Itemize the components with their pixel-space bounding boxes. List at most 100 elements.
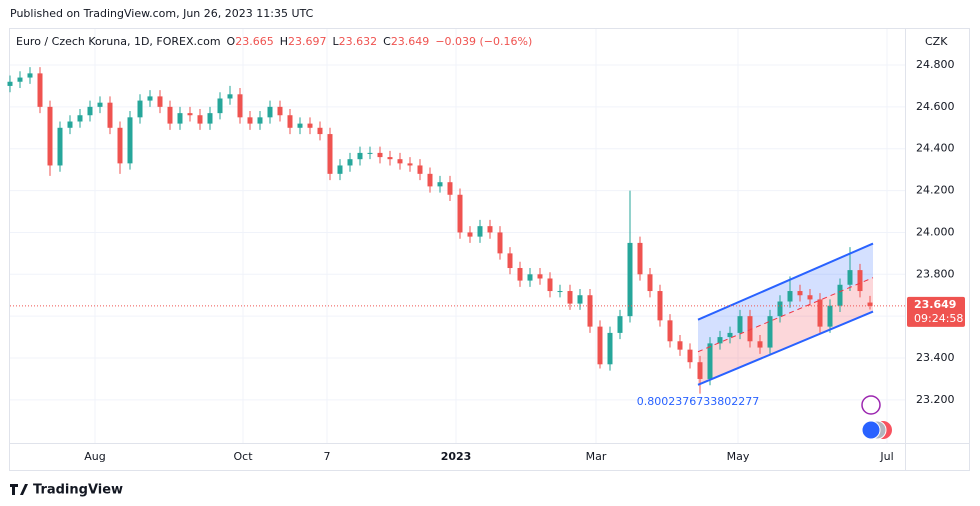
- candle-body: [137, 100, 143, 118]
- candle-body: [37, 73, 43, 107]
- candle-body: [127, 117, 133, 164]
- candle-body: [507, 253, 513, 269]
- ohlc-key: C: [383, 35, 391, 48]
- channel-upper: [697, 242, 874, 321]
- icon: [861, 395, 881, 415]
- candle-body: [387, 157, 393, 160]
- x-tick-label: Jul: [879, 450, 893, 463]
- candle-body: [737, 316, 743, 333]
- candle-body: [467, 232, 473, 237]
- candle-body: [487, 226, 493, 233]
- candle-body: [617, 316, 623, 333]
- ohlc-value: 23.632: [339, 35, 378, 48]
- ohlc-value: 23.665: [235, 35, 274, 48]
- candle-body: [27, 73, 33, 78]
- candle-body: [187, 113, 193, 116]
- candle-body: [457, 194, 463, 233]
- y-tick-label: 24.600: [916, 100, 955, 113]
- candle-body: [377, 152, 383, 158]
- ohlc-value: 23.649: [391, 35, 430, 48]
- candle-body: [527, 274, 533, 281]
- candle-body: [727, 332, 733, 338]
- candle-body: [407, 163, 413, 166]
- change-value: −0.039 (−0.16%): [435, 35, 532, 48]
- candle-body: [567, 291, 573, 304]
- candle-body: [317, 127, 323, 135]
- logo-mark: [10, 484, 28, 495]
- candle-body: [577, 295, 583, 304]
- y-tick-label: 23.200: [916, 393, 955, 406]
- candle-body: [327, 134, 333, 174]
- candle-body: [177, 113, 183, 124]
- x-tick-label: Mar: [586, 450, 607, 463]
- candle-body: [207, 113, 213, 124]
- candle-body: [677, 341, 683, 350]
- candle-body: [847, 270, 853, 285]
- candle-body: [537, 274, 543, 279]
- axes: 23.20023.40023.60023.80024.00024.20024.4…: [84, 58, 965, 463]
- candle-body: [867, 302, 873, 306]
- channel-lower-fill: [698, 277, 873, 385]
- candle-body: [197, 115, 203, 124]
- logo: TradingView: [10, 483, 123, 498]
- candle-body: [787, 291, 793, 302]
- channel-middle: [697, 277, 874, 353]
- candle-body: [367, 152, 373, 154]
- candle-body: [667, 320, 673, 342]
- candle-body: [747, 316, 753, 342]
- y-tick-label: 24.400: [916, 142, 955, 155]
- channel-label: 0.8002376733802277: [637, 395, 759, 408]
- candle-body: [77, 115, 83, 122]
- candle-body: [797, 291, 803, 296]
- plot: 0.8002376733802277: [7, 67, 905, 408]
- icon: [861, 420, 881, 440]
- last-price-label: 23.649: [914, 298, 956, 311]
- candle-body: [817, 299, 823, 327]
- ohlc-key: H: [280, 35, 288, 48]
- candle-body: [807, 295, 813, 300]
- candle-body: [497, 232, 503, 254]
- candle-body: [777, 301, 783, 317]
- candle-body: [247, 117, 253, 124]
- x-tick-label: Oct: [233, 450, 253, 463]
- ohlc-key: O: [227, 35, 236, 48]
- candle-body: [297, 123, 303, 128]
- currency: CZK: [925, 35, 948, 48]
- candle-body: [477, 226, 483, 237]
- candle-body: [717, 337, 723, 344]
- chart-frame: [9, 28, 970, 471]
- candle-body: [87, 106, 93, 116]
- footer-brand: TradingView: [33, 483, 123, 498]
- candle-body: [117, 127, 123, 164]
- candle-body: [647, 274, 653, 292]
- candle-body: [597, 326, 603, 365]
- candle-body: [607, 332, 613, 365]
- ohlc-value: 23.697: [288, 35, 327, 48]
- y-tick-label: 23.400: [916, 351, 955, 364]
- candle-body: [17, 77, 23, 82]
- candle-body: [857, 270, 863, 292]
- candle-body: [427, 173, 433, 187]
- candle-body: [277, 106, 283, 116]
- grid: [10, 29, 905, 443]
- candle-body: [397, 159, 403, 164]
- y-tick-label: 24.800: [916, 58, 955, 71]
- last-price-tag: [907, 296, 965, 327]
- x-tick-label: 7: [324, 450, 331, 463]
- candle-body: [637, 242, 643, 275]
- y-tick-label: 24.000: [916, 225, 955, 238]
- legend: Euro / Czech Koruna, 1D, FOREX.com O23.66…: [16, 35, 532, 48]
- candle-body: [67, 121, 73, 128]
- candle-body: [167, 106, 173, 124]
- candle-body: [687, 349, 693, 363]
- candle-body: [157, 96, 163, 107]
- x-tick-label: May: [727, 450, 750, 463]
- y-tick-label: 24.200: [916, 184, 955, 197]
- candle-body: [557, 291, 563, 293]
- candle-body: [107, 102, 113, 128]
- ohlc-key: L: [332, 35, 339, 48]
- candle-body: [357, 152, 363, 160]
- candle-body: [217, 98, 223, 114]
- candle-body: [757, 341, 763, 348]
